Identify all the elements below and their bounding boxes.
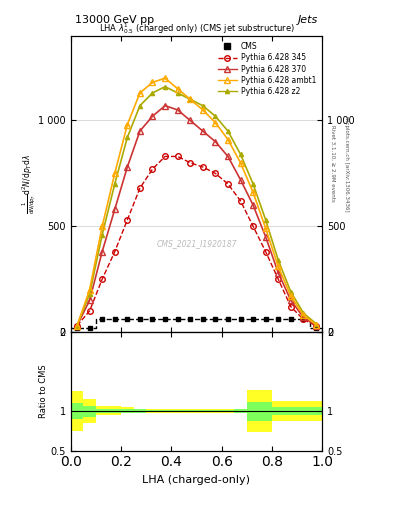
Title: LHA $\lambda^1_{0.5}$ (charged only) (CMS jet substructure): LHA $\lambda^1_{0.5}$ (charged only) (CM… <box>99 21 294 36</box>
Text: CMS_2021_I1920187: CMS_2021_I1920187 <box>156 239 237 248</box>
Legend: CMS, Pythia 6.428 345, Pythia 6.428 370, Pythia 6.428 ambt1, Pythia 6.428 z2: CMS, Pythia 6.428 345, Pythia 6.428 370,… <box>216 39 318 98</box>
Y-axis label: $\frac{1}{\mathrm{d}N/\mathrm{d}p_T}\mathrm{d}^2N/\mathrm{d}p_T\mathrm{d}\lambda: $\frac{1}{\mathrm{d}N/\mathrm{d}p_T}\mat… <box>20 154 37 214</box>
X-axis label: LHA (charged-only): LHA (charged-only) <box>143 475 250 485</box>
Text: Jets: Jets <box>298 15 318 25</box>
Text: Rivet 3.1.10, ≥ 2.9M events: Rivet 3.1.10, ≥ 2.9M events <box>330 125 335 202</box>
Y-axis label: Ratio to CMS: Ratio to CMS <box>39 365 48 418</box>
Text: mcplots.cern.ch [arXiv:1306.3436]: mcplots.cern.ch [arXiv:1306.3436] <box>344 116 349 211</box>
Text: 13000 GeV pp: 13000 GeV pp <box>75 15 154 25</box>
